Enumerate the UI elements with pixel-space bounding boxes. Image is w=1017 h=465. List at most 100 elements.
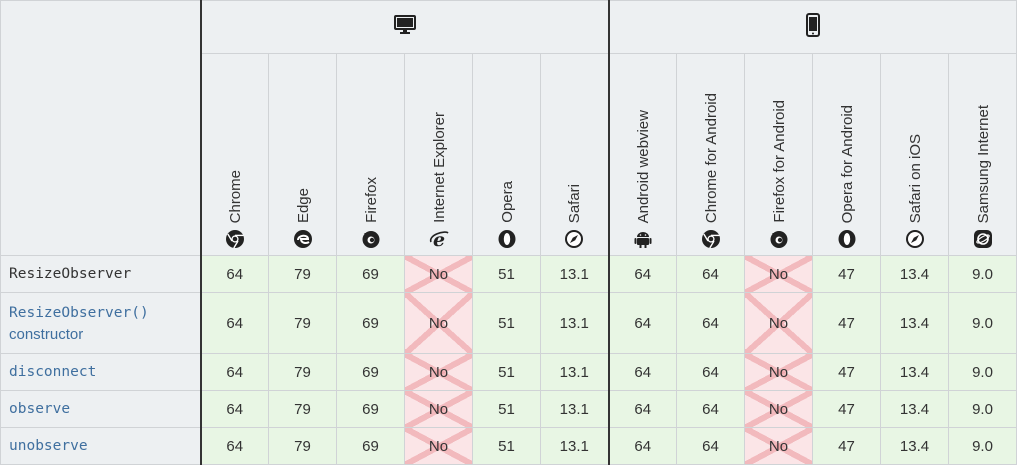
browser-header-chrome: Chrome xyxy=(199,53,269,256)
support-cell[interactable]: 13.1 xyxy=(540,390,609,428)
browser-header-firefox: Firefox xyxy=(336,53,405,256)
feature-cell: ResizeObserver() constructor xyxy=(0,292,201,354)
browser-name: Internet Explorer xyxy=(430,112,448,223)
support-cell[interactable]: 69 xyxy=(336,255,405,293)
chrome-icon xyxy=(225,229,245,249)
browser-header-samsung-internet: Samsung Internet xyxy=(947,53,1017,256)
support-cell[interactable]: 64 xyxy=(607,353,677,391)
support-cell[interactable]: 13.4 xyxy=(880,292,949,354)
browser-header-internet-explorer: Internet Explorer e xyxy=(404,53,473,256)
browser-name: Safari xyxy=(566,183,584,223)
support-cell[interactable]: 13.1 xyxy=(540,292,609,354)
safari-icon xyxy=(564,229,584,249)
support-cell[interactable]: 64 xyxy=(199,390,269,428)
feature-link[interactable]: disconnect xyxy=(9,364,97,380)
support-cell[interactable]: No xyxy=(404,390,473,428)
opera-icon xyxy=(497,229,517,249)
browser-name: Opera for Android xyxy=(838,104,856,223)
support-cell[interactable]: 13.4 xyxy=(880,427,949,465)
support-cell[interactable]: 51 xyxy=(472,255,541,293)
firefox-icon xyxy=(769,229,789,249)
support-cell[interactable]: 64 xyxy=(676,255,745,293)
support-cell[interactable]: 64 xyxy=(607,390,677,428)
safari-icon xyxy=(905,229,925,249)
browser-name: Android webview xyxy=(634,109,652,223)
corner-cell xyxy=(0,0,201,256)
feature-cell: disconnect xyxy=(0,353,201,391)
table-row: unobserve 64 79 69 No 51 13.1 64 64 No 47 13.4 9.0 xyxy=(0,427,1017,465)
support-cell[interactable]: 79 xyxy=(268,292,337,354)
support-cell[interactable]: 79 xyxy=(268,255,337,293)
support-cell[interactable]: 9.0 xyxy=(947,390,1017,428)
support-cell[interactable]: 47 xyxy=(812,255,881,293)
browser-header-firefox-for-android: Firefox for Android xyxy=(744,53,813,256)
support-cell[interactable]: 79 xyxy=(268,353,337,391)
support-cell[interactable]: 13.1 xyxy=(540,427,609,465)
support-cell[interactable]: 13.4 xyxy=(880,255,949,293)
browser-header-safari-on-ios: Safari on iOS xyxy=(880,53,949,256)
support-cell[interactable]: No xyxy=(744,390,813,428)
support-cell[interactable]: 69 xyxy=(336,427,405,465)
table-row: ResizeObserver 64 79 69 No 51 13.1 64 64 No 47 13.4… xyxy=(0,255,1017,293)
support-cell[interactable]: 64 xyxy=(676,427,745,465)
support-cell[interactable]: 64 xyxy=(199,427,269,465)
support-cell[interactable]: 64 xyxy=(676,353,745,391)
support-cell[interactable]: No xyxy=(744,255,813,293)
support-cell[interactable]: 64 xyxy=(199,353,269,391)
support-cell[interactable]: 64 xyxy=(607,427,677,465)
support-cell[interactable]: No xyxy=(744,353,813,391)
support-cell[interactable]: 13.1 xyxy=(540,353,609,391)
support-cell[interactable]: 69 xyxy=(336,353,405,391)
support-cell[interactable]: 13.4 xyxy=(880,390,949,428)
support-cell[interactable]: 69 xyxy=(336,390,405,428)
firefox-icon xyxy=(361,229,381,249)
support-cell[interactable]: 79 xyxy=(268,390,337,428)
support-cell[interactable]: No xyxy=(404,292,473,354)
support-cell[interactable]: 64 xyxy=(607,255,677,293)
support-cell[interactable]: 51 xyxy=(472,353,541,391)
mobile-icon xyxy=(805,12,820,37)
support-cell[interactable]: 64 xyxy=(676,292,745,354)
support-cell[interactable]: 9.0 xyxy=(947,292,1017,354)
support-cell[interactable]: 51 xyxy=(472,292,541,354)
browser-name: Edge xyxy=(294,187,312,223)
support-cell[interactable]: 9.0 xyxy=(947,353,1017,391)
support-cell[interactable]: 64 xyxy=(607,292,677,354)
feature-cell: observe xyxy=(0,390,201,428)
feature-link[interactable]: ResizeObserver() xyxy=(9,304,149,321)
support-cell[interactable]: 47 xyxy=(812,292,881,354)
support-cell[interactable]: 9.0 xyxy=(947,427,1017,465)
support-cell[interactable]: No xyxy=(744,292,813,354)
support-cell[interactable]: No xyxy=(744,427,813,465)
browser-name: Chrome for Android xyxy=(702,92,720,223)
support-cell[interactable]: No xyxy=(404,255,473,293)
support-cell[interactable]: 13.1 xyxy=(540,255,609,293)
feature-link[interactable]: unobserve xyxy=(9,438,88,454)
chrome-icon xyxy=(701,229,721,249)
support-cell[interactable]: 64 xyxy=(199,255,269,293)
support-cell[interactable]: 47 xyxy=(812,390,881,428)
support-cell[interactable]: 64 xyxy=(199,292,269,354)
browser-name: Safari on iOS xyxy=(906,133,924,223)
support-cell[interactable]: 64 xyxy=(676,390,745,428)
support-cell[interactable]: 47 xyxy=(812,427,881,465)
feature-name: ResizeObserver xyxy=(9,266,132,282)
browser-name: Chrome xyxy=(226,169,244,223)
support-cell[interactable]: 69 xyxy=(336,292,405,354)
feature-cell: unobserve xyxy=(0,427,201,465)
support-cell[interactable]: 51 xyxy=(472,427,541,465)
browser-header-android-webview: Android webview xyxy=(607,53,677,256)
support-cell[interactable]: No xyxy=(404,427,473,465)
platform-mobile xyxy=(607,0,1017,54)
feature-link[interactable]: observe xyxy=(9,401,71,417)
support-cell[interactable]: 9.0 xyxy=(947,255,1017,293)
support-cell[interactable]: 13.4 xyxy=(880,353,949,391)
browser-name: Samsung Internet xyxy=(974,104,992,223)
support-cell[interactable]: 47 xyxy=(812,353,881,391)
support-cell[interactable]: No xyxy=(404,353,473,391)
feature-subtext[interactable]: constructor xyxy=(9,325,84,343)
browser-name: Firefox for Android xyxy=(770,100,788,223)
support-cell[interactable]: 51 xyxy=(472,390,541,428)
support-cell[interactable]: 79 xyxy=(268,427,337,465)
